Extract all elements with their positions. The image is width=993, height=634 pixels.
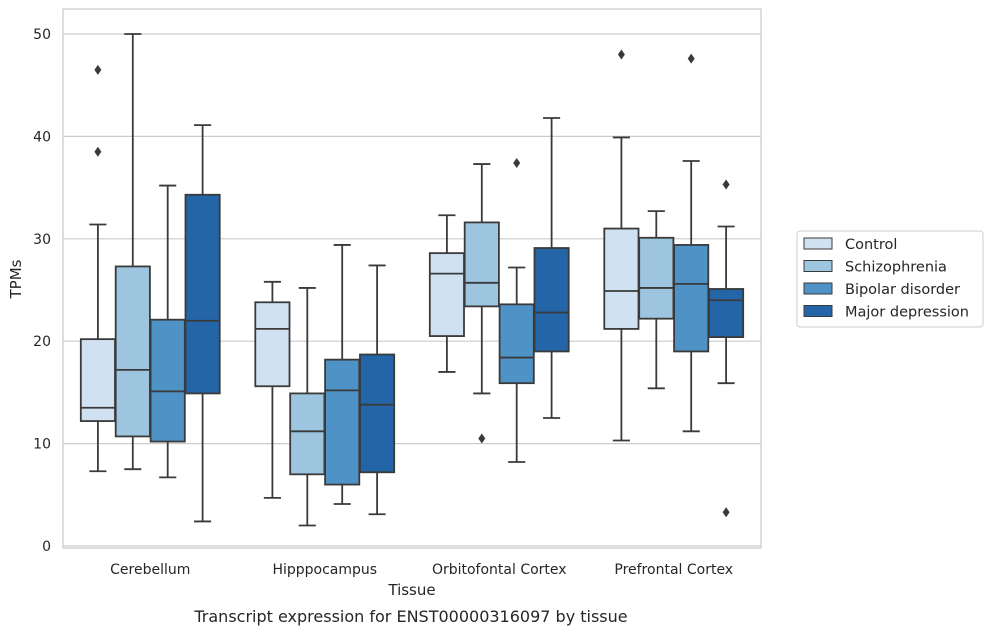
outlier-point [722,507,730,518]
outlier-point [617,49,625,60]
outlier-point [94,64,102,75]
outlier-point [513,158,521,169]
box [463,221,500,308]
x-axis-ticks: Cerebellum Hipppocampus Orbitofontal Corte… [110,562,733,578]
box-groups [79,33,745,527]
box [638,236,675,320]
outlier-point [478,433,486,444]
y-tick-label: 10 [33,437,51,453]
outlier-point [94,146,102,157]
legend-label: Bipolar disorder [845,282,960,298]
y-tick-label: 0 [42,539,51,555]
y-axis-ticks: 0 10 20 30 40 50 [33,27,51,555]
box [428,252,465,337]
chart-caption: Transcript expression for ENST0000031609… [193,607,627,626]
legend-swatch [803,260,833,272]
x-axis-label: Tissue [387,581,435,599]
y-axis-label: TPMs [7,259,25,299]
box [533,247,570,353]
legend-label: Control [845,237,897,253]
legend-swatch [803,237,833,250]
box-group-prefrontal-cortex [603,49,745,518]
box-group-cerebellum [79,33,221,523]
box-group-hipppocampus [254,244,396,527]
box [184,193,221,395]
box [254,301,291,388]
box [359,353,396,474]
x-tick-label: Hipppocampus [272,562,377,578]
legend-label: Major depression [845,305,969,321]
box [708,288,745,339]
y-tick-label: 40 [33,129,51,145]
y-tick-label: 50 [33,27,51,43]
legend-label: Schizophrenia [845,260,947,276]
outlier-point [722,179,730,190]
box [79,338,116,422]
box [149,318,186,443]
x-tick-label: Prefrontal Cortex [614,562,733,578]
y-tick-label: 30 [33,232,51,248]
box [603,227,640,330]
x-tick-label: Orbitofontal Cortex [432,562,567,578]
box [324,358,361,486]
box-group-orbitofontal-cortex [428,117,570,463]
legend-swatch [803,282,833,295]
legend-swatch [803,305,833,317]
box [289,392,326,476]
box [673,244,710,353]
legend-frame [796,230,984,328]
y-tick-label: 20 [33,334,51,350]
legend: Control Schizophrenia Bipolar disorder Majo… [796,230,984,328]
box [114,265,151,438]
outlier-point [687,53,695,64]
x-tick-label: Cerebellum [110,562,190,578]
box [498,303,535,385]
